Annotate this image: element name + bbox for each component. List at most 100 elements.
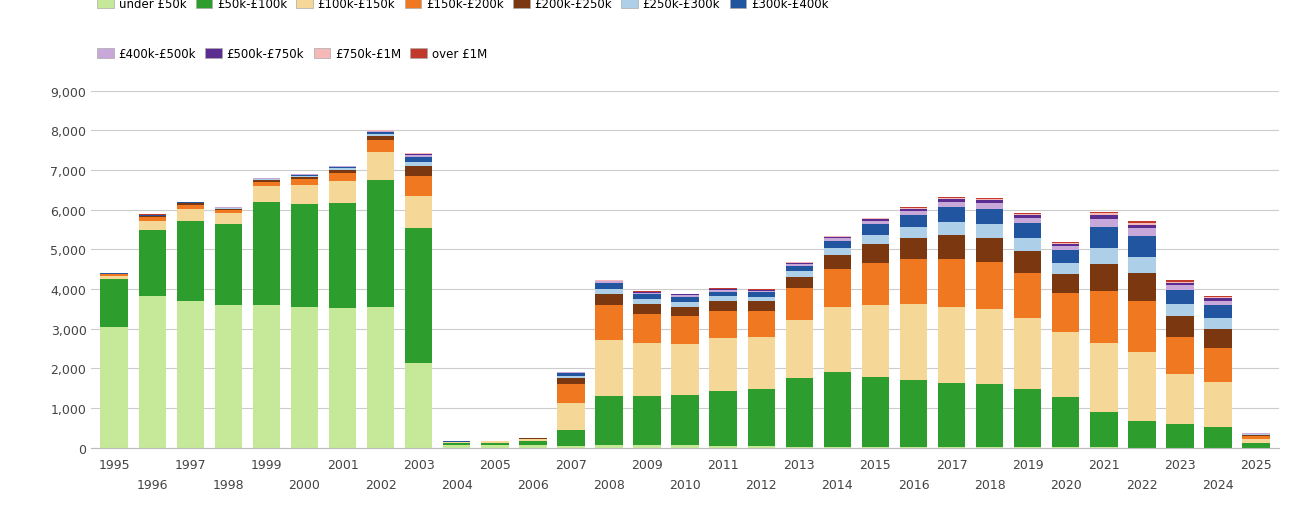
Bar: [253, 203, 281, 305]
Bar: [671, 344, 698, 395]
Bar: [367, 136, 394, 141]
Bar: [1090, 228, 1117, 249]
Bar: [138, 230, 166, 297]
Bar: [861, 225, 889, 235]
Bar: [1167, 283, 1194, 286]
Bar: [1128, 352, 1155, 421]
Bar: [291, 177, 318, 180]
Bar: [710, 301, 737, 312]
Bar: [482, 445, 509, 448]
Bar: [861, 263, 889, 306]
Bar: [671, 307, 698, 317]
Bar: [405, 155, 432, 156]
Bar: [405, 167, 432, 177]
Bar: [1128, 236, 1155, 257]
Bar: [861, 245, 889, 263]
Bar: [786, 277, 813, 289]
Bar: [710, 312, 737, 338]
Bar: [367, 134, 394, 136]
Bar: [938, 199, 966, 200]
Bar: [633, 315, 660, 344]
Bar: [976, 200, 1004, 201]
Bar: [329, 174, 356, 182]
Bar: [938, 383, 966, 447]
Bar: [557, 378, 585, 384]
Text: 1998: 1998: [213, 478, 244, 491]
Bar: [1242, 435, 1270, 437]
Text: 2000: 2000: [288, 478, 321, 491]
Bar: [329, 171, 356, 174]
Bar: [595, 294, 622, 305]
Bar: [519, 440, 547, 441]
Bar: [1205, 329, 1232, 348]
Bar: [176, 203, 204, 204]
Bar: [1052, 294, 1079, 332]
Bar: [1167, 286, 1194, 291]
Text: 2014: 2014: [822, 478, 853, 491]
Bar: [1242, 443, 1270, 448]
Bar: [1128, 421, 1155, 448]
Bar: [861, 378, 889, 447]
Bar: [1090, 220, 1117, 228]
Bar: [900, 209, 927, 210]
Bar: [823, 270, 851, 307]
Bar: [1014, 213, 1041, 215]
Bar: [1014, 274, 1041, 319]
Bar: [1014, 251, 1041, 274]
Text: 2016: 2016: [898, 478, 929, 491]
Bar: [100, 279, 128, 327]
Bar: [291, 176, 318, 177]
Bar: [938, 197, 966, 199]
Bar: [823, 447, 851, 448]
Bar: [367, 141, 394, 153]
Bar: [1128, 222, 1155, 223]
Bar: [748, 389, 775, 446]
Bar: [976, 384, 1004, 447]
Bar: [786, 289, 813, 320]
Bar: [405, 228, 432, 363]
Bar: [900, 228, 927, 239]
Bar: [938, 235, 966, 259]
Text: 2004: 2004: [441, 478, 472, 491]
Bar: [671, 317, 698, 344]
Bar: [557, 384, 585, 403]
Bar: [595, 445, 622, 448]
Bar: [291, 205, 318, 307]
Bar: [1052, 274, 1079, 294]
Bar: [633, 397, 660, 445]
Bar: [1052, 246, 1079, 251]
Bar: [1090, 216, 1117, 220]
Bar: [938, 259, 966, 308]
Bar: [1205, 319, 1232, 329]
Bar: [823, 241, 851, 248]
Bar: [823, 256, 851, 270]
Bar: [1052, 244, 1079, 246]
Bar: [176, 301, 204, 448]
Bar: [519, 441, 547, 445]
Bar: [1167, 282, 1194, 283]
Bar: [1242, 439, 1270, 443]
Bar: [976, 224, 1004, 239]
Bar: [1128, 301, 1155, 352]
Bar: [748, 290, 775, 291]
Bar: [1014, 319, 1041, 389]
Bar: [748, 297, 775, 302]
Bar: [671, 295, 698, 296]
Bar: [671, 302, 698, 307]
Bar: [138, 221, 166, 230]
Bar: [1090, 212, 1117, 214]
Bar: [938, 308, 966, 383]
Bar: [291, 307, 318, 448]
Bar: [405, 162, 432, 167]
Text: 2012: 2012: [745, 478, 776, 491]
Bar: [786, 447, 813, 448]
Bar: [938, 203, 966, 208]
Text: 2018: 2018: [974, 478, 1005, 491]
Bar: [1052, 397, 1079, 447]
Bar: [748, 312, 775, 337]
Bar: [482, 442, 509, 443]
Bar: [786, 266, 813, 272]
Bar: [595, 340, 622, 397]
Bar: [1090, 291, 1117, 344]
Bar: [748, 293, 775, 297]
